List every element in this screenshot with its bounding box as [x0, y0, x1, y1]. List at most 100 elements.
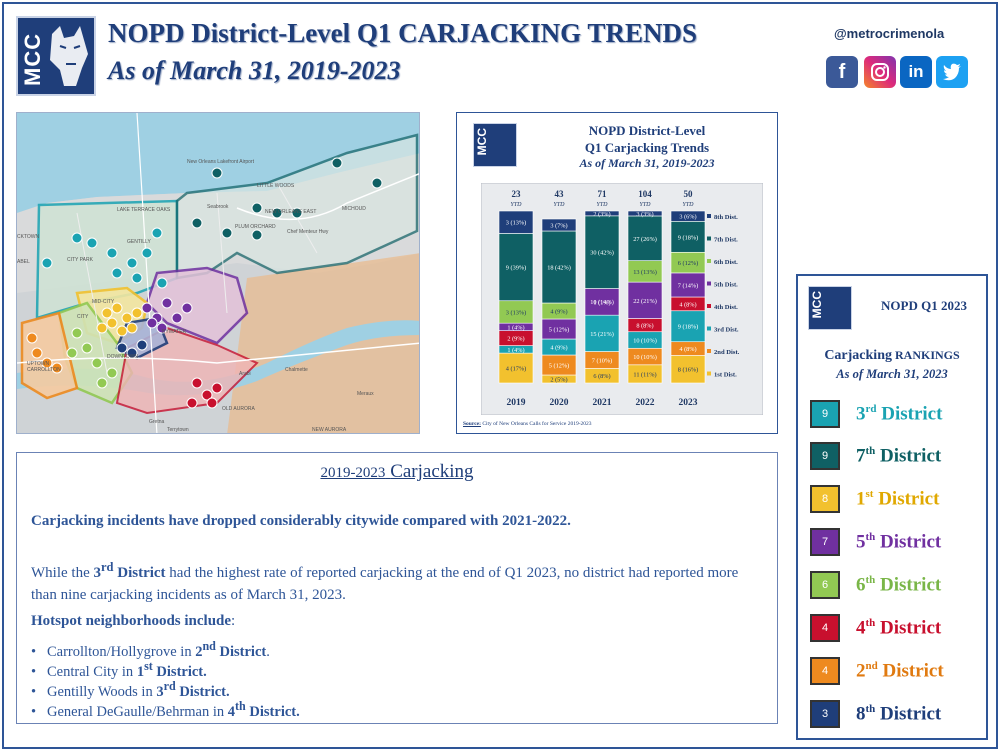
incident-marker[interactable]: [71, 327, 83, 339]
bar-segment: [670, 272, 706, 298]
incident-marker[interactable]: [131, 307, 143, 319]
incident-marker[interactable]: [106, 317, 118, 329]
legend-swatch: [707, 214, 711, 218]
incident-marker[interactable]: [66, 347, 78, 359]
bar-data-label: 8 (16%): [678, 367, 698, 374]
incident-marker[interactable]: [191, 377, 203, 389]
chart-title-line3: As of March 31, 2019-2023: [579, 156, 715, 170]
map-label: Chalmette: [285, 367, 308, 373]
ranking-district: 1st District: [856, 487, 940, 510]
map-label: LAKE TERRACE OAKS: [117, 207, 171, 213]
map-label: DOWNTOWN: [107, 354, 138, 360]
incident-marker[interactable]: [126, 257, 138, 269]
incident-marker[interactable]: [26, 332, 38, 344]
incident-marker[interactable]: [181, 302, 193, 314]
incident-marker[interactable]: [211, 382, 223, 394]
incident-marker[interactable]: [71, 232, 83, 244]
incident-marker[interactable]: [201, 389, 213, 401]
incident-marker[interactable]: [156, 277, 168, 289]
map-label: GENTILLY: [127, 239, 151, 245]
incident-marker[interactable]: [31, 347, 43, 359]
incident-marker[interactable]: [41, 357, 53, 369]
incident-marker[interactable]: [161, 297, 173, 309]
incident-marker[interactable]: [96, 322, 108, 334]
bar-data-label: 1 (1%): [593, 299, 610, 306]
bar-data-label: 15 (21%): [590, 331, 614, 338]
ranking-district: 2nd District: [856, 659, 944, 682]
list-item: Central City in 1st District.: [31, 659, 300, 680]
bar-data-label: 22 (21%): [633, 298, 657, 305]
legend-label: 5th Dist.: [714, 282, 738, 289]
incident-marker[interactable]: [331, 157, 343, 169]
incident-marker[interactable]: [171, 312, 183, 324]
incident-marker[interactable]: [251, 229, 263, 241]
map-label: PLUM ORCHARD: [235, 224, 276, 230]
incident-marker[interactable]: [96, 377, 108, 389]
legend-swatch: [707, 236, 711, 241]
bar-segment: [670, 210, 706, 222]
incident-marker[interactable]: [146, 317, 158, 329]
bar-data-label: 13 (13%): [633, 269, 657, 276]
incident-marker[interactable]: [221, 227, 233, 239]
incident-marker[interactable]: [111, 302, 123, 314]
bar-segment: [541, 230, 577, 304]
incident-marker[interactable]: [101, 307, 113, 319]
incident-marker[interactable]: [91, 357, 103, 369]
incident-marker[interactable]: [251, 202, 263, 214]
incident-marker[interactable]: [131, 272, 143, 284]
incident-marker[interactable]: [116, 325, 128, 337]
bar-total-label: 23: [512, 189, 522, 199]
incident-marker[interactable]: [106, 247, 118, 259]
instagram-icon[interactable]: [864, 56, 896, 88]
incident-marker[interactable]: [86, 237, 98, 249]
incident-marker[interactable]: [81, 342, 93, 354]
incident-marker[interactable]: [141, 247, 153, 259]
linkedin-icon[interactable]: in: [900, 56, 932, 88]
incident-marker[interactable]: [111, 267, 123, 279]
incident-marker[interactable]: [116, 342, 128, 354]
bar-data-label: 6 (12%): [678, 260, 698, 267]
incident-marker[interactable]: [191, 217, 203, 229]
ranking-value: 9: [810, 442, 840, 470]
mcc-logo-small: MCC: [473, 123, 517, 167]
facebook-icon[interactable]: f: [826, 56, 858, 88]
incident-marker[interactable]: [51, 362, 63, 374]
incident-marker[interactable]: [126, 347, 138, 359]
incident-marker[interactable]: [186, 397, 198, 409]
bar-total-suffix: YTD: [596, 202, 608, 208]
incident-marker[interactable]: [126, 322, 138, 334]
map-label: NEW AURORA: [312, 427, 347, 433]
ranking-value: 4: [810, 614, 840, 642]
incident-marker[interactable]: [211, 167, 223, 179]
bar-data-label: 10 (10%): [633, 338, 657, 345]
ranking-row: 3 8th District: [810, 700, 941, 728]
incident-marker[interactable]: [106, 367, 118, 379]
twitter-icon[interactable]: [936, 56, 968, 88]
incident-marker[interactable]: [151, 227, 163, 239]
bar-data-label: 3 (13%): [506, 309, 526, 316]
ranking-row: 9 7th District: [810, 442, 941, 470]
rankings-header: NOPD Q1 2023: [881, 298, 967, 313]
incident-marker[interactable]: [291, 207, 303, 219]
incident-marker[interactable]: [121, 312, 133, 324]
incident-marker[interactable]: [41, 257, 53, 269]
incident-marker[interactable]: [136, 339, 148, 351]
incident-marker[interactable]: [206, 397, 218, 409]
bar-total-suffix: YTD: [553, 202, 565, 208]
map-label: CITY PARK: [67, 257, 94, 263]
incident-marker[interactable]: [156, 322, 168, 334]
district-map[interactable]: New Orleans Lakefront Airport LITTLE WOO…: [16, 112, 420, 434]
ranking-district: 4th District: [856, 616, 942, 639]
social-handle[interactable]: @metrocrimenola: [834, 26, 945, 41]
incident-marker[interactable]: [271, 207, 283, 219]
bar-segment: [498, 233, 534, 302]
ranking-district: 6th District: [856, 573, 942, 596]
bar-total-label: 71: [598, 189, 608, 199]
bar-segment: [627, 210, 663, 217]
incident-marker[interactable]: [141, 302, 153, 314]
map-label: CARROLLTON: [27, 367, 61, 373]
incident-marker[interactable]: [371, 177, 383, 189]
ranking-district: 7th District: [856, 444, 942, 467]
x-tick-label: 2022: [636, 398, 655, 408]
legend-label: 8th Dist.: [714, 214, 738, 221]
